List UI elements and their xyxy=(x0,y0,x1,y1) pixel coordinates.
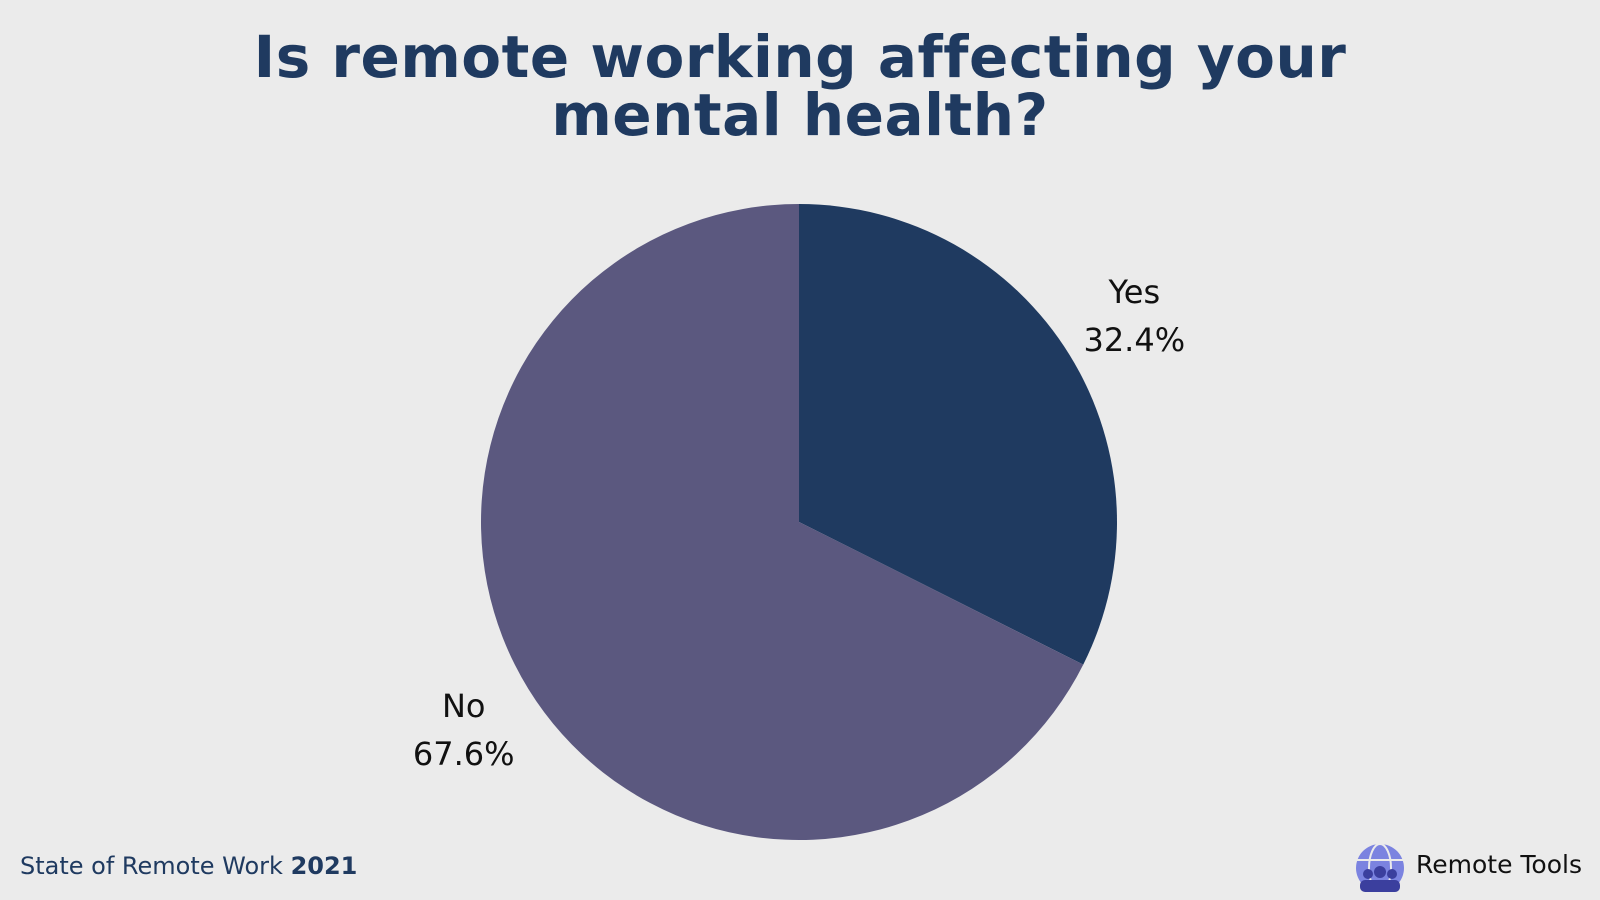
pie-slice xyxy=(480,204,1084,841)
chart-title: Is remote working affecting your mental … xyxy=(253,23,1347,149)
source-year: 2021 xyxy=(290,852,358,880)
brand-name: Remote Tools xyxy=(1416,850,1582,879)
slice-value-label: 32.4% xyxy=(1083,321,1185,359)
brand-logo xyxy=(1356,843,1404,893)
footer-source: State of Remote Work 2021 xyxy=(20,852,357,880)
pie-slice xyxy=(799,204,1117,665)
slice-category-label: No xyxy=(442,687,486,725)
slice-category-label: Yes xyxy=(1107,273,1160,311)
slice-value-label: 67.6% xyxy=(413,735,515,773)
source-text: State of Remote Work xyxy=(20,852,283,880)
